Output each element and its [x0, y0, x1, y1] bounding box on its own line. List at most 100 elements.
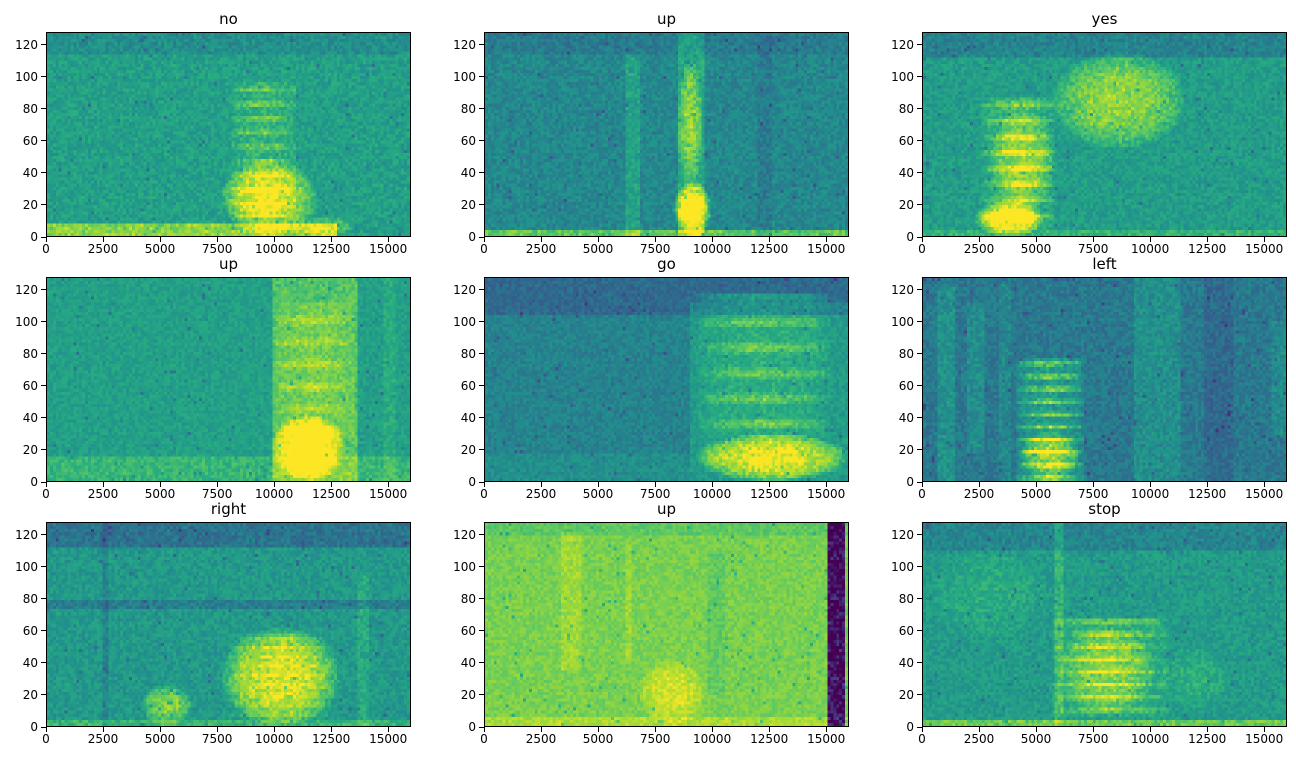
- x-tick-mark: [654, 727, 656, 732]
- y-tick-label: 120: [15, 282, 38, 297]
- x-tick-label: 2500: [525, 487, 557, 501]
- x-tick-label: 7500: [639, 487, 671, 501]
- y-tick-mark: [41, 598, 46, 600]
- x-tick-mark: [654, 482, 656, 487]
- x-tick-mark: [330, 727, 332, 732]
- subplot-title: yes: [1091, 10, 1118, 28]
- y-tick-label: 20: [460, 442, 476, 457]
- y-tick-label: 0: [30, 230, 38, 244]
- y-tick-mark: [479, 385, 484, 387]
- x-tick-label: 15000: [807, 487, 846, 501]
- y-tick-mark: [41, 417, 46, 419]
- y-tick-mark: [41, 289, 46, 291]
- y-tick-label: 0: [468, 720, 476, 734]
- x-tick-mark: [711, 237, 713, 242]
- y-tick-mark: [917, 662, 922, 664]
- x-tick-mark: [1092, 482, 1094, 487]
- x-tick-label: 0: [42, 732, 50, 746]
- plot-area: [922, 32, 1287, 237]
- spectrogram-canvas: [47, 278, 410, 481]
- x-tick-mark: [540, 237, 542, 242]
- x-tick-label: 15000: [369, 732, 408, 746]
- y-tick-mark: [41, 108, 46, 110]
- x-tick-label: 12500: [1188, 487, 1227, 501]
- x-tick-label: 12500: [312, 732, 351, 746]
- y-tick-mark: [917, 108, 922, 110]
- y-tick-mark: [41, 385, 46, 387]
- y-tick-label: 60: [22, 378, 38, 393]
- x-tick-mark: [597, 237, 599, 242]
- x-tick-mark: [216, 237, 218, 242]
- y-tick-mark: [41, 236, 46, 238]
- y-tick-mark: [917, 44, 922, 46]
- x-tick-mark: [159, 482, 161, 487]
- spectrogram-canvas: [485, 523, 848, 726]
- x-tick-mark: [540, 727, 542, 732]
- x-tick-label: 5000: [144, 487, 176, 501]
- y-tick-label: 80: [898, 101, 914, 116]
- x-tick-label: 2500: [87, 487, 119, 501]
- subplot-title: go: [657, 255, 676, 273]
- x-tick-mark: [1149, 482, 1151, 487]
- y-tick-label: 40: [22, 410, 38, 425]
- y-tick-label: 120: [15, 527, 38, 542]
- y-tick-mark: [479, 44, 484, 46]
- y-tick-mark: [917, 172, 922, 174]
- x-tick-mark: [1206, 727, 1208, 732]
- y-tick-mark: [479, 140, 484, 142]
- y-tick-label: 120: [453, 527, 476, 542]
- y-tick-label: 0: [906, 475, 914, 489]
- spectrogram-canvas: [923, 523, 1286, 726]
- y-tick-mark: [479, 566, 484, 568]
- x-tick-mark: [1149, 727, 1151, 732]
- x-tick-label: 15000: [1245, 732, 1284, 746]
- y-tick-label: 100: [453, 559, 476, 574]
- y-tick-label: 60: [898, 133, 914, 148]
- y-tick-label: 60: [898, 623, 914, 638]
- y-tick-mark: [41, 534, 46, 536]
- y-tick-mark: [479, 353, 484, 355]
- y-tick-mark: [41, 44, 46, 46]
- x-tick-label: 15000: [369, 242, 408, 256]
- x-tick-mark: [102, 727, 104, 732]
- subplot-title: up: [218, 255, 239, 273]
- y-tick-mark: [917, 694, 922, 696]
- y-tick-label: 80: [460, 101, 476, 116]
- y-tick-label: 80: [460, 591, 476, 606]
- x-tick-mark: [768, 237, 770, 242]
- y-tick-label: 0: [906, 230, 914, 244]
- x-tick-label: 12500: [1188, 732, 1227, 746]
- x-tick-mark: [921, 727, 923, 732]
- plot-area: [46, 522, 411, 727]
- x-tick-mark: [825, 237, 827, 242]
- y-tick-label: 20: [22, 197, 38, 212]
- x-tick-mark: [1263, 482, 1265, 487]
- x-tick-label: 2500: [525, 242, 557, 256]
- y-tick-mark: [917, 566, 922, 568]
- x-tick-mark: [597, 482, 599, 487]
- x-tick-label: 0: [480, 732, 488, 746]
- x-tick-mark: [711, 482, 713, 487]
- x-tick-label: 15000: [807, 242, 846, 256]
- x-tick-label: 0: [918, 487, 926, 501]
- x-tick-label: 10000: [693, 242, 732, 256]
- y-tick-label: 40: [898, 655, 914, 670]
- x-tick-mark: [483, 482, 485, 487]
- y-tick-label: 60: [22, 623, 38, 638]
- y-tick-mark: [917, 598, 922, 600]
- spectrogram-canvas: [47, 523, 410, 726]
- y-tick-mark: [41, 172, 46, 174]
- x-tick-mark: [273, 237, 275, 242]
- x-tick-mark: [1092, 237, 1094, 242]
- x-tick-label: 15000: [807, 732, 846, 746]
- x-tick-label: 2500: [525, 732, 557, 746]
- spectrogram-canvas: [47, 33, 410, 236]
- x-tick-mark: [711, 727, 713, 732]
- x-tick-label: 5000: [582, 732, 614, 746]
- x-tick-label: 12500: [1188, 242, 1227, 256]
- plot-area: [46, 277, 411, 482]
- y-tick-mark: [479, 598, 484, 600]
- y-tick-label: 100: [15, 69, 38, 84]
- x-tick-label: 7500: [201, 732, 233, 746]
